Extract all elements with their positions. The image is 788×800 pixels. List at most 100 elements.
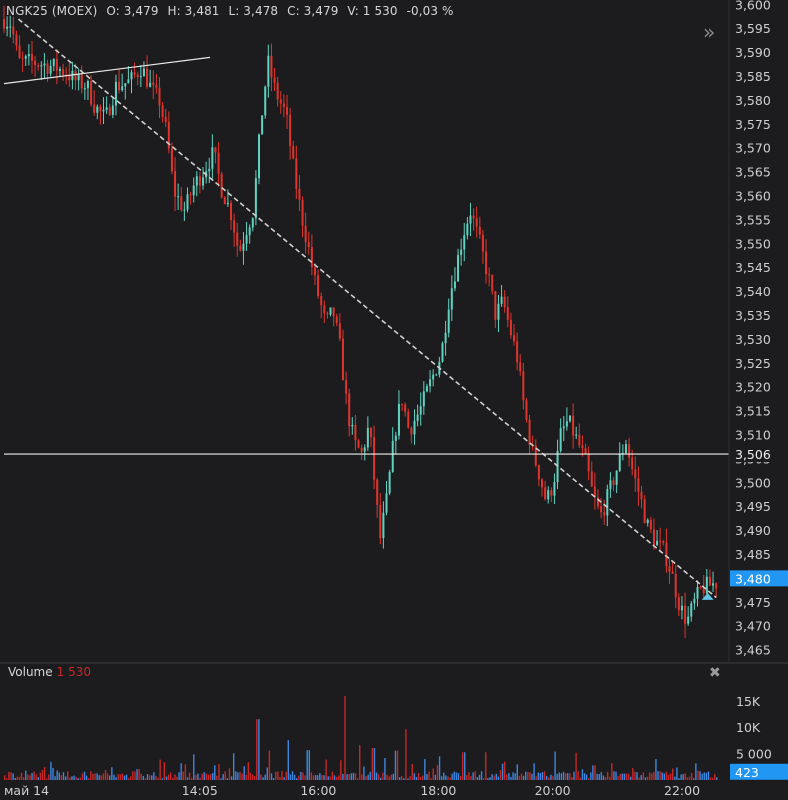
candle-body: [146, 68, 149, 87]
candle-body: [93, 104, 96, 113]
ohlc-change: -0,03 %: [406, 4, 454, 18]
volume-bar: [344, 696, 346, 780]
price-tick-label: 3,585: [735, 69, 771, 84]
volume-bar: [533, 763, 535, 780]
candle-body: [108, 107, 111, 115]
volume-bar: [153, 772, 155, 780]
volume-bar: [581, 769, 584, 780]
volume-bar: [487, 778, 489, 780]
candle-body: [236, 232, 239, 246]
volume-tick-label: 10K: [736, 720, 761, 735]
volume-bar: [174, 774, 176, 780]
candle-body: [298, 188, 301, 200]
time-tick-label: 16:00: [300, 783, 336, 798]
volume-bar: [577, 771, 579, 780]
candle-body: [34, 60, 37, 66]
volume-bar: [373, 748, 376, 780]
volume-bar: [20, 772, 23, 780]
candle-body: [217, 152, 220, 174]
volume-bar: [506, 774, 508, 780]
candle-body: [58, 68, 61, 71]
volume-bar: [165, 776, 168, 780]
volume-bar: [590, 772, 592, 780]
volume-bar: [415, 776, 418, 780]
volume-bar: [163, 762, 166, 780]
candle-body: [640, 491, 643, 500]
volume-bar: [100, 775, 103, 780]
volume-bar: [342, 773, 344, 780]
double-chevron-right-icon[interactable]: »: [703, 20, 716, 44]
volume-bar: [594, 765, 596, 780]
volume-bar: [58, 772, 61, 780]
candle-body: [230, 202, 233, 221]
price-tick-label: 3,545: [735, 260, 771, 275]
candle-body: [164, 116, 167, 122]
candle-body: [295, 158, 298, 189]
candle-body: [363, 447, 366, 452]
volume-bar: [115, 777, 117, 780]
volume-bar: [543, 771, 546, 780]
volume-bar: [29, 775, 31, 780]
volume-bar: [552, 775, 554, 780]
volume-bar: [92, 773, 94, 780]
volume-panel-title: Volume 1 530: [8, 665, 91, 679]
volume-bar: [606, 771, 609, 780]
volume-bar: [377, 774, 380, 780]
volume-bar: [476, 777, 479, 780]
volume-bar: [380, 777, 382, 780]
volume-bar: [48, 774, 50, 780]
candle-body: [516, 341, 519, 363]
volume-bar: [243, 766, 245, 780]
volume-bar: [193, 754, 195, 780]
close-icon[interactable]: ✖: [709, 665, 721, 681]
volume-bar: [350, 773, 353, 780]
volume-bar: [640, 775, 642, 780]
volume-bar: [651, 773, 653, 780]
candle-body: [251, 218, 254, 228]
time-axis: май 14 14:05 16:00 18:00 20:00 22:00: [4, 783, 700, 798]
volume-bar: [41, 770, 44, 780]
volume-bar: [632, 767, 634, 780]
volume-bar: [371, 748, 374, 780]
volume-bar: [50, 761, 52, 780]
candle-body: [541, 479, 544, 488]
volume-bar: [405, 729, 407, 780]
volume-bar: [503, 761, 506, 780]
time-tick-label: май 14: [4, 783, 49, 798]
candle-body: [699, 586, 702, 588]
volume-bar: [4, 775, 6, 780]
candle-body: [634, 469, 637, 479]
volume-bar: [382, 772, 384, 780]
candle-body: [581, 445, 584, 449]
volume-bar: [644, 777, 647, 780]
volume-bar: [676, 767, 678, 780]
dashed-trendline: [17, 18, 717, 599]
volume-bar: [8, 771, 10, 780]
volume-bar: [356, 778, 359, 780]
candle-body: [360, 447, 363, 452]
candle-body: [485, 251, 488, 275]
volume-bar: [434, 774, 437, 780]
volume-bar: [304, 775, 306, 780]
volume-bar: [655, 759, 657, 780]
volume-bar: [161, 778, 163, 780]
candle-body: [170, 148, 173, 172]
price-tick-label: 3,475: [735, 595, 771, 610]
volume-bar: [235, 771, 237, 780]
volume-bar: [545, 775, 548, 780]
volume-bar: [413, 773, 416, 780]
volume-bar: [35, 774, 37, 780]
candle-body: [310, 247, 313, 268]
volume-bar: [302, 772, 304, 780]
volume-bar: [672, 768, 674, 780]
candle-body: [37, 65, 40, 67]
volume-bar: [457, 773, 460, 780]
level-badge-label: 3,506: [735, 447, 771, 462]
volume-bar: [489, 777, 491, 780]
candle-body: [466, 223, 469, 236]
volume-bar: [136, 769, 138, 780]
volume-bar: [674, 776, 676, 780]
volume-bar: [623, 773, 626, 780]
candle-body: [55, 58, 58, 71]
candle-body: [432, 374, 435, 380]
